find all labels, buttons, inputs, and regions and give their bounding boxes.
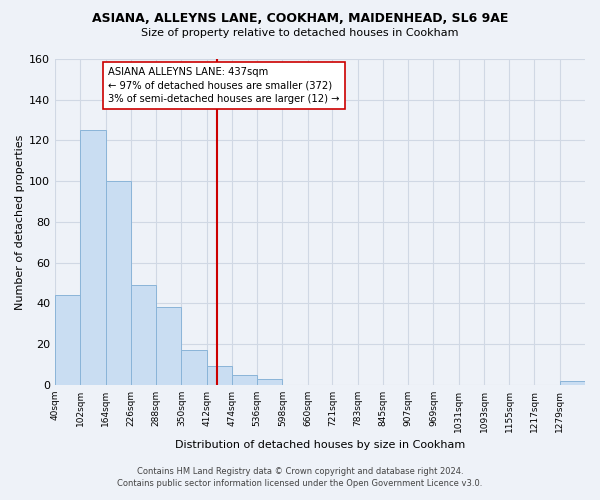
Bar [80, 130, 106, 384]
Bar [156, 308, 181, 384]
Y-axis label: Number of detached properties: Number of detached properties [15, 134, 25, 310]
X-axis label: Distribution of detached houses by size in Cookham: Distribution of detached houses by size … [175, 440, 465, 450]
Bar [181, 350, 206, 384]
Bar [106, 181, 131, 384]
Text: ASIANA, ALLEYNS LANE, COOKHAM, MAIDENHEAD, SL6 9AE: ASIANA, ALLEYNS LANE, COOKHAM, MAIDENHEA… [92, 12, 508, 26]
Text: Size of property relative to detached houses in Cookham: Size of property relative to detached ho… [141, 28, 459, 38]
Bar [257, 378, 283, 384]
Bar [131, 285, 156, 384]
Bar [55, 295, 80, 384]
Text: Contains public sector information licensed under the Open Government Licence v3: Contains public sector information licen… [118, 478, 482, 488]
Bar [232, 374, 257, 384]
Bar [560, 380, 585, 384]
Text: Contains HM Land Registry data © Crown copyright and database right 2024.: Contains HM Land Registry data © Crown c… [137, 467, 463, 476]
Bar [206, 366, 232, 384]
Text: ASIANA ALLEYNS LANE: 437sqm
← 97% of detached houses are smaller (372)
3% of sem: ASIANA ALLEYNS LANE: 437sqm ← 97% of det… [108, 67, 340, 104]
